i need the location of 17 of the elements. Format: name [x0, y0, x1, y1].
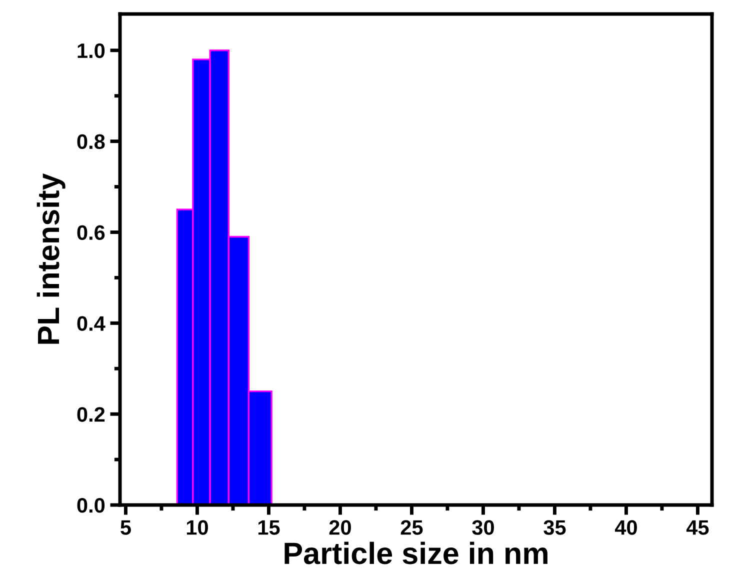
x-tick-label: 15 [258, 520, 280, 535]
x-tick-label: 40 [614, 520, 637, 535]
y-tick-label: 0.6 [77, 225, 105, 240]
x-tick-label: 45 [686, 520, 709, 535]
y-axis-title: PL intensity [36, 173, 66, 344]
y-tick-label: 0.0 [77, 498, 105, 513]
x-axis-title: Particle size in nm [284, 542, 548, 564]
y-tick-label: 0.4 [77, 316, 106, 331]
y-tick-label: 0.2 [77, 407, 105, 422]
x-tick-label: 35 [544, 520, 566, 535]
x-tick-label: 10 [186, 520, 208, 535]
y-tick-label: 1.0 [78, 43, 105, 58]
x-tick-label: 5 [120, 520, 131, 535]
x-tick-label: 20 [329, 520, 351, 535]
y-tick-label: 0.8 [77, 134, 105, 150]
x-tick-label: 30 [472, 520, 494, 535]
x-tick-label: 25 [400, 520, 423, 535]
